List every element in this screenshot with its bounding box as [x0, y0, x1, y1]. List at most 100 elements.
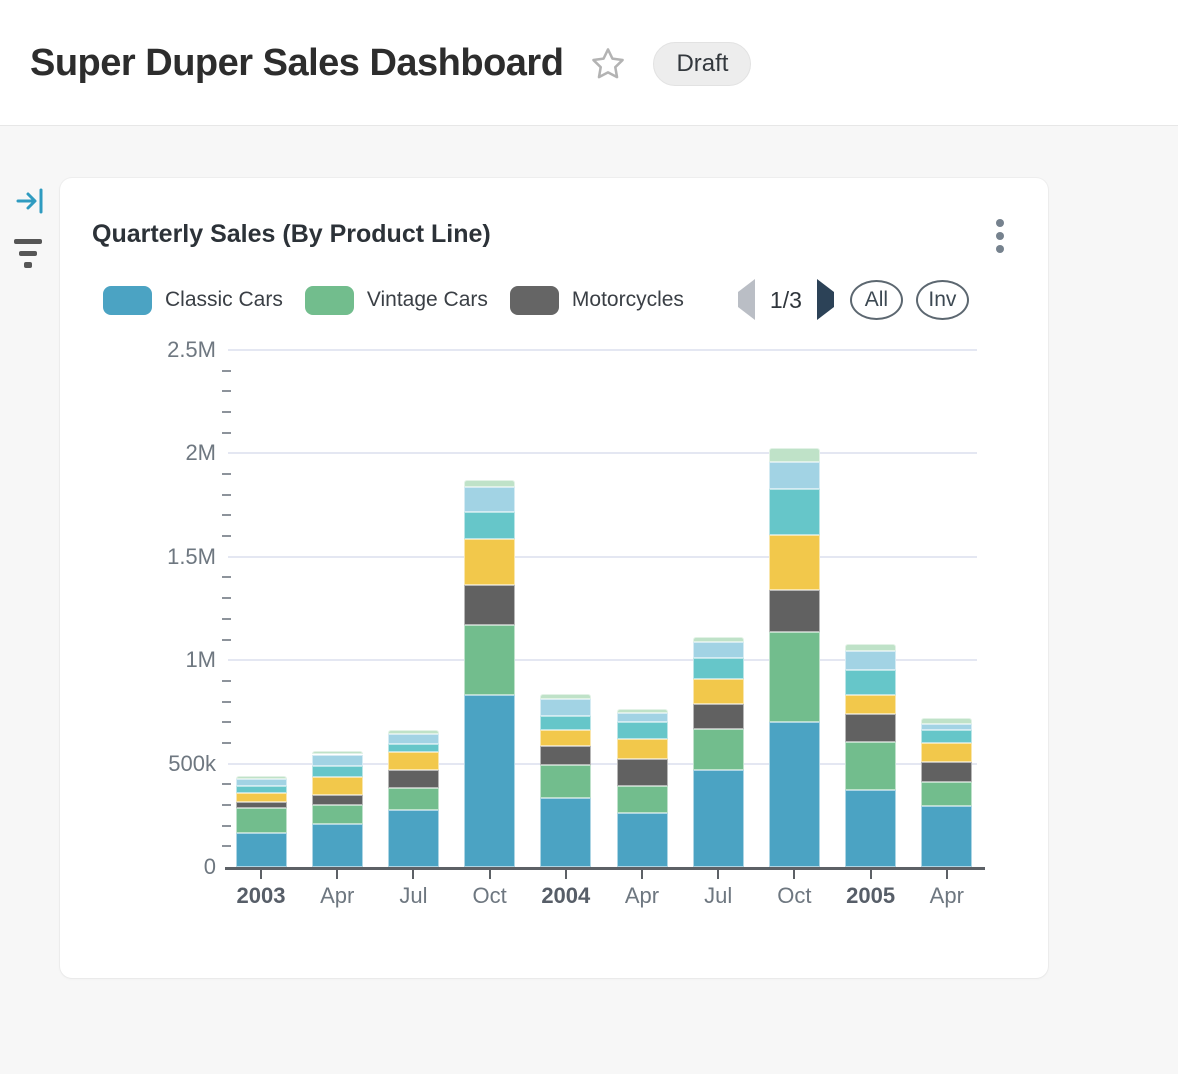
- bar-segment[interactable]: [692, 636, 744, 643]
- bar-segment[interactable]: [235, 808, 287, 834]
- bar-segment[interactable]: [768, 589, 820, 632]
- bar-segment[interactable]: [464, 694, 516, 867]
- x-axis-label: Oct: [472, 883, 507, 908]
- y-axis-minor-tick: [222, 514, 231, 517]
- filter-icon[interactable]: [12, 236, 44, 270]
- bar-segment[interactable]: [845, 742, 897, 790]
- bar-segment[interactable]: [845, 670, 897, 696]
- bar-segment[interactable]: [921, 762, 973, 783]
- x-axis-label: Apr: [929, 883, 964, 908]
- bar-segment[interactable]: [921, 782, 973, 807]
- bar-segment[interactable]: [464, 480, 516, 487]
- bar-segment[interactable]: [616, 813, 668, 867]
- bar-segment[interactable]: [692, 729, 744, 770]
- bar-segment[interactable]: [921, 718, 973, 725]
- legend-item[interactable]: Vintage Cars: [304, 285, 488, 315]
- bar-segment[interactable]: [235, 778, 287, 786]
- bar-segment[interactable]: [692, 678, 744, 705]
- bar-segment[interactable]: [540, 716, 592, 731]
- bar-segment[interactable]: [235, 833, 287, 867]
- select-all-button[interactable]: All: [849, 280, 903, 320]
- y-axis-tick-label: 2.5M: [167, 337, 216, 362]
- chart-title: Quarterly Sales (By Product Line): [92, 220, 491, 248]
- x-axis-label: Apr: [624, 883, 660, 908]
- favorite-star-icon[interactable]: [589, 45, 627, 83]
- bar-segment[interactable]: [845, 650, 897, 671]
- bar-segment[interactable]: [768, 722, 820, 867]
- bar-segment[interactable]: [311, 766, 363, 778]
- bar-segment[interactable]: [235, 785, 287, 793]
- bar-segment[interactable]: [768, 489, 820, 536]
- bar-segment[interactable]: [387, 730, 439, 735]
- legend-item[interactable]: Classic Cars: [103, 285, 283, 315]
- bar-segment[interactable]: [464, 584, 516, 625]
- invert-selection-button[interactable]: Inv: [915, 280, 969, 320]
- y-axis-minor-tick: [222, 576, 231, 579]
- bar-segment[interactable]: [311, 804, 363, 825]
- legend: Classic Cars Vintage Cars Motorcycles 1/3 …: [103, 279, 1028, 320]
- bar-segment[interactable]: [387, 769, 439, 788]
- bar-segment[interactable]: [921, 743, 973, 763]
- legend-page-indicator: 1/3: [769, 286, 802, 313]
- bar-segment[interactable]: [692, 657, 744, 679]
- bar-segment[interactable]: [921, 806, 973, 867]
- legend-label: Motorcycles: [571, 288, 684, 311]
- bar-segment[interactable]: [921, 730, 973, 744]
- bar-segment[interactable]: [540, 764, 592, 799]
- bar-segment[interactable]: [235, 792, 287, 802]
- legend-item[interactable]: Motorcycles: [509, 285, 684, 315]
- bar-segment[interactable]: [692, 769, 744, 867]
- more-options-icon[interactable]: [988, 216, 1012, 256]
- bar-segment[interactable]: [235, 775, 287, 779]
- bar-segment[interactable]: [387, 734, 439, 745]
- bar-segment[interactable]: [616, 759, 668, 786]
- bar-segment[interactable]: [540, 699, 592, 717]
- bar-segment[interactable]: [464, 624, 516, 695]
- bar-segment[interactable]: [616, 722, 668, 739]
- bar-segment[interactable]: [387, 751, 439, 770]
- bar-segment[interactable]: [768, 461, 820, 490]
- bar-segment[interactable]: [311, 824, 363, 867]
- bar-segment[interactable]: [540, 694, 592, 700]
- bar-segment[interactable]: [768, 631, 820, 723]
- bar-segment[interactable]: [311, 777, 363, 795]
- bar-segment[interactable]: [845, 644, 897, 651]
- bar-segment[interactable]: [387, 809, 439, 867]
- x-axis-tick: [260, 870, 262, 879]
- bar-segment[interactable]: [235, 801, 287, 809]
- bar-segment[interactable]: [464, 539, 516, 585]
- y-axis-minor-tick: [222, 803, 231, 806]
- bar-segment[interactable]: [768, 448, 820, 462]
- bar-segment[interactable]: [616, 712, 668, 723]
- bar-segment[interactable]: [616, 785, 668, 814]
- bar-segment[interactable]: [311, 754, 363, 767]
- expand-panel-icon[interactable]: [14, 188, 46, 216]
- y-axis-minor-tick: [222, 473, 231, 476]
- bar-segment[interactable]: [464, 511, 516, 540]
- bar-segment[interactable]: [616, 738, 668, 760]
- bar-segment[interactable]: [921, 724, 973, 731]
- bar-segment[interactable]: [387, 788, 439, 810]
- bar-segment[interactable]: [540, 798, 592, 867]
- bar-segment[interactable]: [464, 486, 516, 512]
- bar-segment[interactable]: [768, 535, 820, 590]
- x-axis-label: Oct: [777, 883, 812, 908]
- y-axis-minor-tick: [222, 638, 231, 641]
- bar-segment[interactable]: [692, 642, 744, 658]
- bar-segment[interactable]: [845, 789, 897, 867]
- y-axis-minor-tick: [222, 721, 231, 724]
- bar-segment[interactable]: [540, 730, 592, 747]
- legend-swatch: [509, 285, 559, 315]
- bar-segment[interactable]: [692, 704, 744, 730]
- x-axis-tick: [412, 870, 415, 879]
- x-axis-label: Jul: [704, 883, 733, 908]
- bar-segment[interactable]: [845, 714, 897, 743]
- bar-segment[interactable]: [540, 746, 592, 765]
- bar-segment[interactable]: [387, 744, 439, 752]
- bar-segment[interactable]: [311, 750, 363, 755]
- bar-segment[interactable]: [616, 708, 668, 713]
- bar-segment[interactable]: [311, 794, 363, 805]
- x-axis-label: Jul: [399, 883, 428, 908]
- x-axis-line: [225, 867, 985, 870]
- bar-segment[interactable]: [845, 695, 897, 715]
